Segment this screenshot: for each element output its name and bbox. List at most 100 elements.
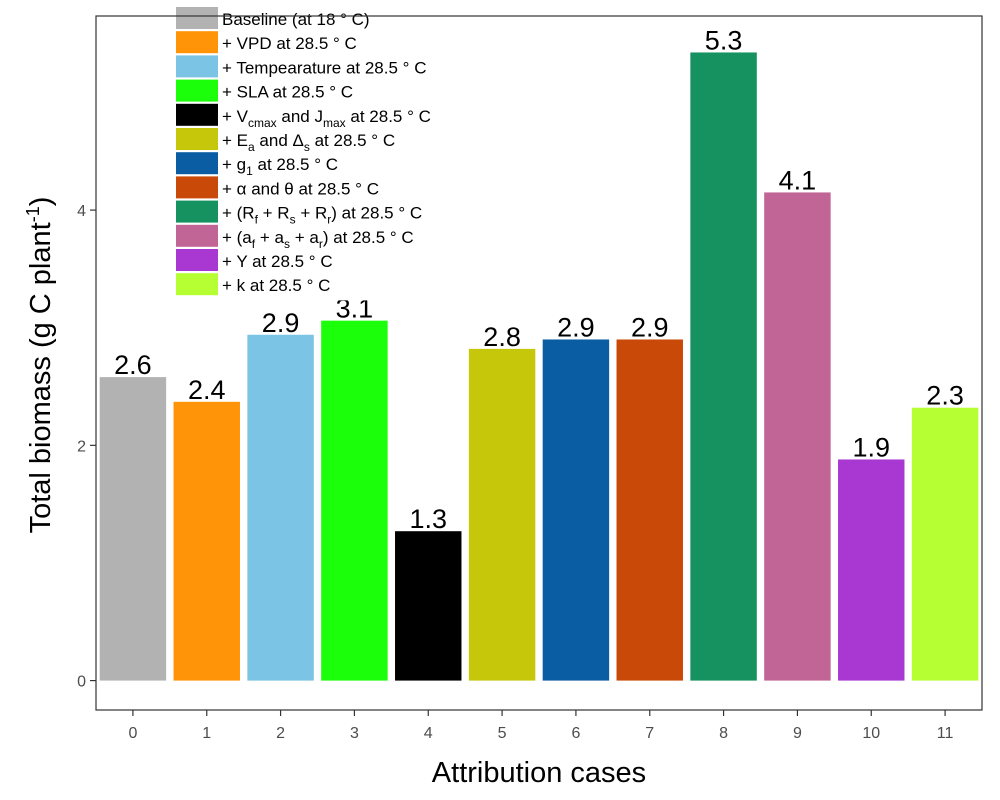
bar-value-label: 4.1 xyxy=(779,165,817,195)
legend-subscript: r xyxy=(327,213,331,227)
legend-subscript: s xyxy=(304,140,310,154)
bar-case-5 xyxy=(468,348,536,681)
legend-label: + Tempearature at 28.5 ° C xyxy=(222,58,426,77)
bar-case-9 xyxy=(764,192,831,681)
legend-text: + a xyxy=(255,228,284,247)
legend-key xyxy=(176,7,218,29)
y-axis-title: Total biomass (g C plant-1) xyxy=(23,197,57,534)
legend-label: + α and θ at 28.5 ° C xyxy=(222,179,379,198)
legend-subscript: f xyxy=(255,213,259,227)
legend-text: + (R xyxy=(222,204,255,223)
bar-value-label: 1.9 xyxy=(852,432,890,462)
legend-subscript: a xyxy=(248,140,255,154)
legend-subscript: 1 xyxy=(246,164,253,178)
legend-text: + R xyxy=(258,204,290,223)
legend-text: Baseline (at 18 ° C) xyxy=(222,10,370,29)
legend-subscript: max xyxy=(323,116,346,130)
legend-text: + SLA at 28.5 ° C xyxy=(222,83,353,102)
legend-label: + k at 28.5 ° C xyxy=(222,276,330,295)
y-tick-label: 2 xyxy=(77,438,86,455)
legend-key xyxy=(176,224,218,247)
bar-case-7 xyxy=(616,339,683,681)
legend-text: + R xyxy=(296,204,328,223)
legend-text: + α and θ at 28.5 ° C xyxy=(222,179,379,198)
bar-labels-group: 2.62.42.9 3.11.32.8 2.9 2.95.34.11.92.3 xyxy=(114,25,964,534)
legend-text: + V xyxy=(222,107,249,126)
legend-key xyxy=(176,31,218,54)
x-tick-label: 4 xyxy=(424,725,433,742)
legend-text: at 28.5 ° C xyxy=(253,155,338,174)
y-title-close: ) xyxy=(25,197,57,207)
legend-label: + SLA at 28.5 ° C xyxy=(222,83,353,102)
legend-text: ) at 28.5 ° C xyxy=(331,204,422,223)
x-tick-label: 6 xyxy=(571,725,580,742)
legend-text: + k at 28.5 ° C xyxy=(222,276,330,295)
legend-subscript: s xyxy=(290,213,296,227)
legend-label: + Ea and Δs at 28.5 ° C xyxy=(222,131,395,154)
bar-case-2 xyxy=(247,334,314,681)
x-tick-label: 10 xyxy=(862,725,880,742)
legend-key xyxy=(176,152,218,175)
legend-text: + (a xyxy=(222,228,252,247)
bar-value-label: 5.3 xyxy=(705,25,743,55)
legend-label: Baseline (at 18 ° C) xyxy=(222,10,370,29)
legend-text: + g xyxy=(222,155,246,174)
legend-text: + Y at 28.5 ° C xyxy=(222,252,333,271)
legend: Baseline (at 18 ° C) + VPD at 28.5 ° C + T… xyxy=(160,4,476,301)
bar-case-4 xyxy=(395,531,462,681)
legend-subscript: r xyxy=(319,237,323,251)
legend-key xyxy=(176,55,218,78)
legend-key xyxy=(176,249,218,271)
bar-case-8 xyxy=(690,52,757,681)
x-tick-label: 7 xyxy=(645,725,654,742)
legend-text: ) at 28.5 ° C xyxy=(323,228,414,247)
legend-subscript: f xyxy=(252,237,256,251)
x-tick-label: 0 xyxy=(128,725,137,742)
legend-subscript: s xyxy=(284,237,290,251)
y-title-text: Total biomass (g C plant xyxy=(25,222,57,533)
bar-value-label: 2.4 xyxy=(188,375,226,405)
legend-text: + a xyxy=(290,228,319,247)
y-title-superscript: -1 xyxy=(23,206,43,222)
legend-key xyxy=(176,103,218,126)
legend-label: + (af + as + ar) at 28.5 ° C xyxy=(222,228,414,251)
x-tick-label: 9 xyxy=(793,725,802,742)
legend-key xyxy=(176,128,218,150)
legend-text: and Δ xyxy=(255,131,304,150)
legend-key xyxy=(176,176,218,199)
legend-key xyxy=(176,200,218,223)
x-tick-label: 5 xyxy=(498,725,507,742)
x-axis: 0 1 2 3 4 5 6 7 8 9 10 11 xyxy=(128,710,953,742)
bar-value-label: 2.6 xyxy=(114,350,152,380)
legend-subscript: cmax xyxy=(248,116,277,130)
bar-case-10 xyxy=(838,459,905,681)
legend-key xyxy=(176,79,218,102)
legend-text: + Tempearature at 28.5 ° C xyxy=(222,58,426,77)
legend-key xyxy=(176,273,218,296)
legend-text: at 28.5 ° C xyxy=(310,131,395,150)
bar-case-1 xyxy=(173,401,240,681)
legend-label: + Y at 28.5 ° C xyxy=(222,252,333,271)
x-tick-label: 8 xyxy=(719,725,728,742)
x-tick-label: 11 xyxy=(937,725,954,742)
bar-value-label: 1.3 xyxy=(409,504,447,534)
legend-text: and J xyxy=(277,107,323,126)
x-tick-label: 2 xyxy=(276,725,285,742)
bar-value-label: 2.3 xyxy=(926,381,964,411)
x-tick-label: 1 xyxy=(202,725,211,742)
bars-group xyxy=(99,52,979,681)
y-tick-label: 0 xyxy=(77,674,86,691)
bar-case-6 xyxy=(542,339,610,681)
bar-case-0 xyxy=(99,377,167,681)
bar-value-label: 2.9 xyxy=(262,308,300,338)
x-tick-label: 3 xyxy=(350,725,359,742)
legend-text: + E xyxy=(222,131,248,150)
legend-label: + (Rf + Rs + Rr) at 28.5 ° C xyxy=(222,204,422,227)
y-tick-label: 4 xyxy=(77,203,86,220)
bar-value-label: 2.9 xyxy=(557,312,595,342)
bar-value-label: 2.9 xyxy=(631,312,669,342)
bar-case-11 xyxy=(911,407,979,681)
legend-label: + VPD at 28.5 ° C xyxy=(222,34,357,53)
y-axis: 0 2 4 xyxy=(77,203,96,691)
